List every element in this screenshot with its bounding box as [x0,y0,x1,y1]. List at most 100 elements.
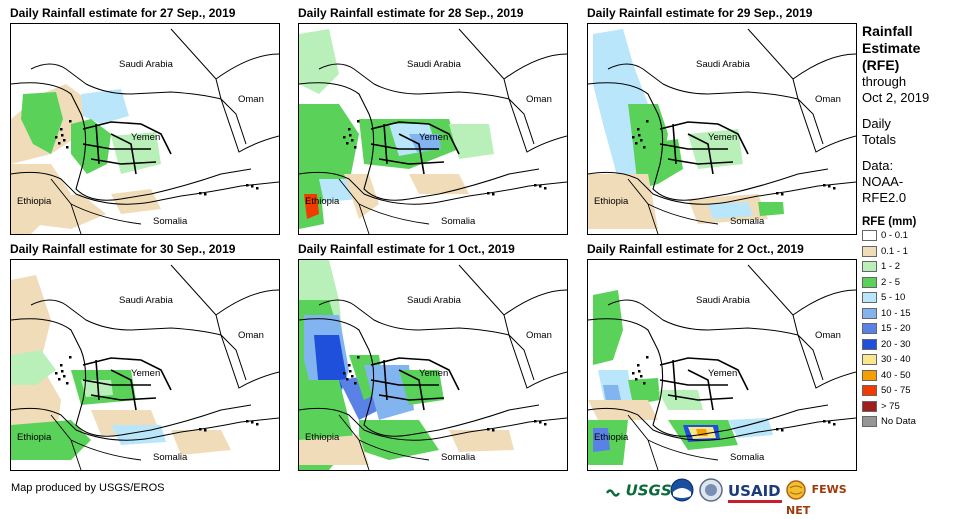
country-border [30,299,247,381]
island-marker [646,120,649,123]
island-marker [346,378,349,381]
rainfall-area [304,194,319,219]
legend-daily-totals: Daily Totals [862,116,962,148]
legend-class-label: > 75 [881,400,900,412]
island-marker [357,120,360,123]
country-border [747,264,856,389]
map-canvas [588,28,856,234]
island-marker [63,375,66,378]
country-border [458,28,567,153]
legend-swatch [862,307,877,319]
island-marker [534,184,537,187]
label-ethiopia: Ethiopia [305,432,340,443]
legend-class-row: 5 - 10 [862,290,962,306]
rainfall-area [81,89,129,124]
country-border [30,63,247,145]
island-marker [348,128,351,131]
legend-swatch [862,276,877,288]
island-marker [638,370,641,373]
island-marker [199,192,202,195]
admin-boundary [659,121,749,175]
island-marker [643,382,646,385]
legend-swatch [862,354,877,366]
island-marker [828,421,831,424]
legend-daily-line-2: Totals [862,132,896,147]
panel-title: Daily Rainfall estimate for 27 Sep., 201… [10,6,236,20]
island-marker [343,372,346,375]
legend-class-row: 50 - 75 [862,383,962,399]
seal-icon [699,478,723,502]
label-yemen: Yemen [708,368,738,379]
legend-swatch [862,400,877,412]
island-marker [69,120,72,123]
coastline [588,407,856,441]
legend-class-row: 10 - 15 [862,306,962,322]
rainfall-area [593,428,610,452]
label-ethiopia: Ethiopia [305,196,340,207]
legend-swatch [862,261,877,273]
island-marker [643,146,646,149]
rainfall-area [299,435,369,465]
rainfall-area [171,430,231,455]
legend-class-label: No Data [881,416,916,428]
label-saudi-arabia: Saudi Arabia [119,59,173,70]
panel-2-oct: Daily Rainfall estimate for 2 Oct., 2019… [587,242,857,472]
panel-30-sep: Daily Rainfall estimate for 30 Sep., 201… [10,242,280,472]
rainfall-area [11,420,91,460]
coastline [299,171,567,205]
island-marker [354,146,357,149]
legend-class-list: 0 - 0.1 0.1 - 1 1 - 2 2 - 5 5 - 10 10 - 15 15 … [862,228,962,430]
map-canvas [11,28,279,234]
island-marker [354,382,357,385]
island-marker [351,375,354,378]
label-somalia: Somalia [730,452,765,463]
legend-title-line-1: Rainfall [862,23,913,39]
rainfall-area [21,92,63,154]
label-somalia: Somalia [441,452,476,463]
island-marker [55,136,58,139]
label-saudi-arabia: Saudi Arabia [407,295,461,306]
fews-globe-icon [786,479,806,500]
rainfall-area [728,418,773,438]
label-yemen: Yemen [131,132,161,143]
legend-class-label: 30 - 40 [881,354,911,366]
legend-class-row: 1 - 2 [862,259,962,275]
island-marker [646,356,649,359]
island-marker [539,421,542,424]
legend-swatch [862,338,877,350]
coastline [299,318,540,437]
label-ethiopia: Ethiopia [17,196,52,207]
legend-data-line-1: Data: [862,158,894,173]
island-marker [833,423,836,426]
coastline [11,318,252,437]
label-somalia: Somalia [153,216,188,227]
logo-strip: USGS USAID FEWS NET [605,478,858,517]
coastline [588,318,829,437]
coastline [11,407,279,441]
map-canvas [299,260,567,470]
island-marker [60,364,63,367]
panel-title: Daily Rainfall estimate for 2 Oct., 2019 [587,242,804,256]
island-marker [351,139,354,142]
island-marker [635,142,638,145]
coastline [11,171,279,205]
label-somalia: Somalia [441,216,476,227]
island-marker [833,187,836,190]
label-oman: Oman [238,330,264,341]
rainfall-area [409,134,441,152]
island-marker [246,420,249,423]
admin-boundary [370,357,460,411]
rainfall-area [643,139,683,184]
island-marker [776,192,779,195]
legend-swatch [862,323,877,335]
admin-boundary [82,357,172,411]
label-oman: Oman [238,94,264,105]
island-marker [204,193,207,196]
rainfall-area [11,350,56,385]
map-canvas [299,28,567,234]
map-credit: Map produced by USGS/EROS [11,482,165,494]
island-marker [204,429,207,432]
island-marker [823,420,826,423]
dos-seal-logo [699,478,723,506]
rainfall-area [31,194,106,229]
